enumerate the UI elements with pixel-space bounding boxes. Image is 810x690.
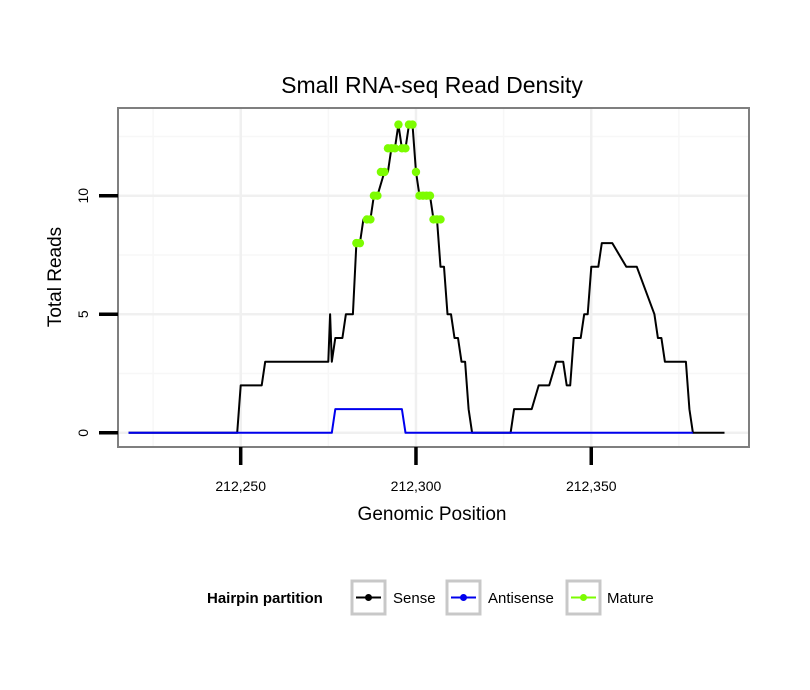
x-tick-label: 212,350	[566, 478, 617, 494]
mature-point	[408, 120, 417, 129]
x-tick-label: 212,250	[215, 478, 266, 494]
x-axis-title: Genomic Position	[358, 504, 507, 525]
mature-point	[355, 238, 365, 248]
x-tick-label: 212,300	[391, 478, 442, 494]
mature-point	[366, 215, 375, 224]
legend-label-antisense: Antisense	[488, 590, 554, 607]
legend-point-mature	[580, 594, 587, 601]
legend-entry-mature: Mature	[565, 579, 654, 616]
mature-point	[390, 144, 400, 153]
y-axis: 0 5 10	[75, 188, 118, 437]
antisense-series-line	[128, 408, 693, 434]
series-layer	[128, 120, 725, 434]
y-tick-label: 0	[75, 429, 91, 437]
legend-label-sense: Sense	[393, 590, 436, 607]
legend-point-antisense	[460, 594, 467, 601]
chart-title: Small RNA-seq Read Density	[281, 72, 583, 98]
legend-entry-sense: Sense	[350, 579, 436, 616]
mature-point	[373, 191, 382, 200]
mature-point	[380, 167, 389, 177]
legend-entry-antisense: Antisense	[445, 579, 554, 616]
panel-background	[118, 108, 749, 447]
mature-point	[394, 120, 403, 129]
panel-border	[117, 107, 750, 448]
y-axis-title: Total Reads	[45, 227, 66, 327]
legend-point-sense	[365, 594, 372, 601]
legend: Hairpin partition Sense Antisense Mature	[207, 579, 654, 616]
y-tick-label: 10	[75, 188, 91, 204]
x-axis: 212,250 212,300 212,350	[215, 447, 617, 494]
mature-point	[436, 215, 445, 224]
mature-point	[401, 144, 410, 153]
legend-label-mature: Mature	[607, 590, 654, 607]
plot-panel	[117, 107, 750, 448]
y-tick-label: 5	[75, 310, 91, 318]
mature-point	[425, 191, 435, 200]
mature-point	[411, 167, 421, 177]
legend-title: Hairpin partition	[207, 590, 323, 607]
